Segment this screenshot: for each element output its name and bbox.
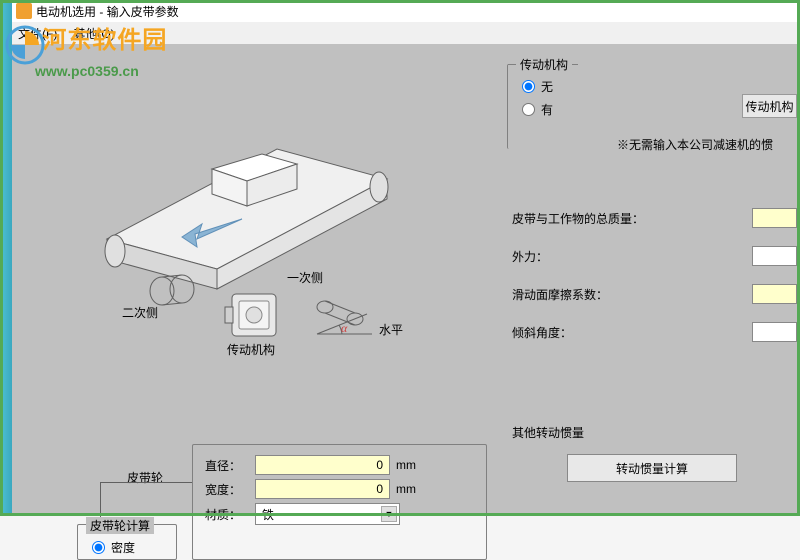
material-value: 铁 [262,506,274,523]
width-unit: mm [396,482,416,496]
force-input[interactable] [752,246,797,266]
belt-mass-label: 皮带与工作物的总质量： [512,210,644,227]
radio-density-label: 密度 [111,539,135,556]
window-title: 电动机选用 - 输入皮带参数 [36,3,179,20]
force-label: 外力： [512,248,548,265]
dropdown-arrow-icon: ▼ [381,506,397,522]
diagram-secondary-label: 二次侧 [122,304,158,321]
angle-label: 倾斜角度： [512,324,572,341]
menu-other[interactable]: 其他(O) [73,25,114,42]
friction-label: 滑动面摩擦系数： [512,286,608,303]
transmission-note: ※无需输入本公司减速机的惯 [617,136,773,153]
angle-input[interactable] [752,322,797,342]
calc-group-title: 皮带轮计算 [86,517,154,534]
radio-density[interactable] [92,541,105,554]
radio-yes-label: 有 [541,101,553,118]
inertia-calc-button[interactable]: 转动惯量计算 [567,454,737,482]
app-window: 电动机选用 - 输入皮带参数 文件(F) 其他(O) [12,0,800,516]
diagram-mechanism-label: 传动机构 [227,341,275,358]
width-label: 宽度： [205,481,255,498]
calc-group: 皮带轮计算 密度 [77,524,177,560]
pulley-connector-h [100,482,192,483]
menu-file[interactable]: 文件(F) [18,25,57,42]
titlebar: 电动机选用 - 输入皮带参数 [12,0,800,22]
diagram-alpha: α [341,321,347,336]
desktop-edge [0,0,12,516]
pulley-group: 直径： mm 宽度： mm 材质： 铁 ▼ [192,444,487,560]
menubar: 文件(F) 其他(O) [12,22,800,44]
belt-mass-input[interactable] [752,208,797,228]
radio-row-none: 无 [522,78,797,95]
transmission-button[interactable]: 传动机构 [742,94,797,118]
diameter-label: 直径： [205,457,255,474]
diameter-input[interactable] [255,455,390,475]
radio-yes[interactable] [522,103,535,116]
friction-input[interactable] [752,284,797,304]
content-area: 二次侧 一次侧 传动机构 水平 α 传动机构 无 有 传动机构 ※无需输入本公司… [12,44,800,516]
width-input[interactable] [255,479,390,499]
pulley-label: 皮带轮 [127,469,163,486]
diagram-primary-label: 一次侧 [287,269,323,286]
material-select[interactable]: 铁 ▼ [255,503,400,525]
belt-conveyor-diagram: 二次侧 一次侧 传动机构 水平 α [67,109,417,349]
transmission-group-title: 传动机构 [516,56,572,73]
diagram-horizontal-label: 水平 [379,321,403,338]
diameter-unit: mm [396,458,416,472]
radio-none-label: 无 [541,78,553,95]
inertia-section-label: 其他转动惯量 [512,424,584,441]
material-label: 材质： [205,506,255,523]
app-icon [16,3,32,19]
radio-none[interactable] [522,80,535,93]
